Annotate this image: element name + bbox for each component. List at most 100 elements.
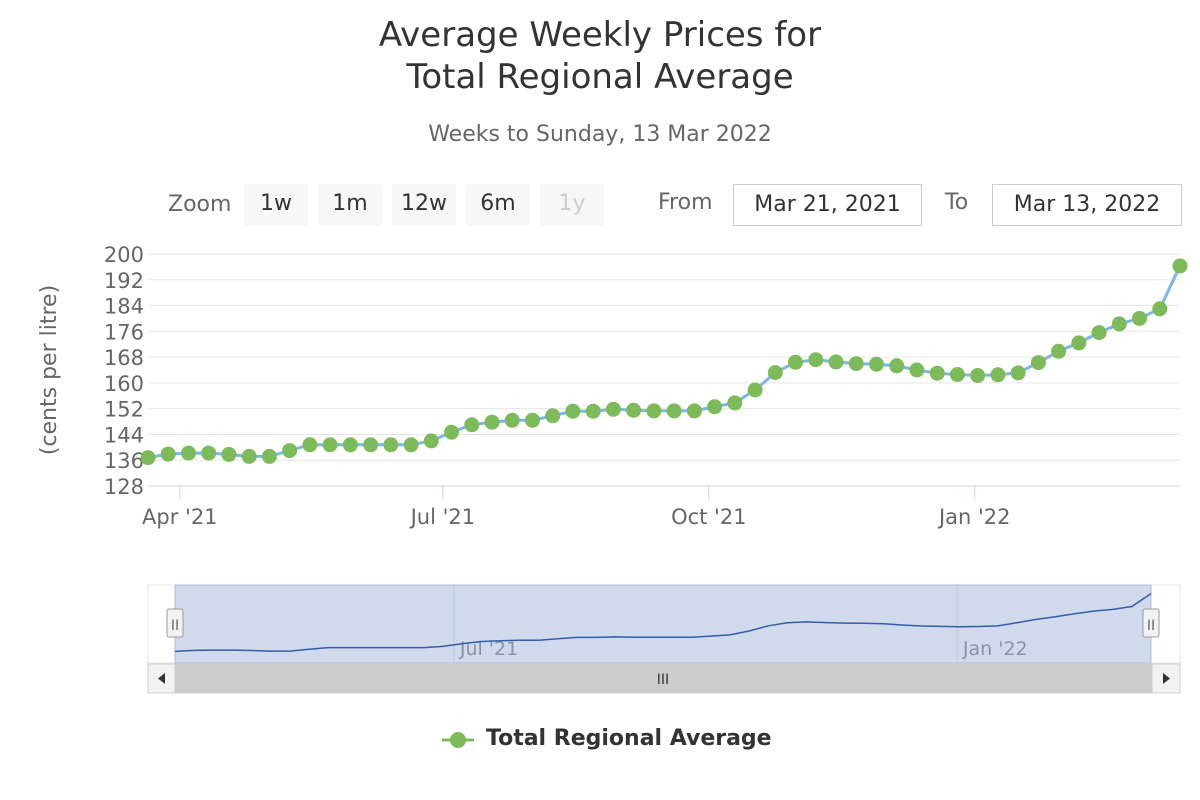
data-point[interactable] (545, 408, 561, 424)
data-point[interactable] (585, 403, 601, 419)
zoom-label: Zoom (168, 192, 232, 217)
y-tick-label: 176 (104, 320, 144, 344)
y-tick-label: 152 (104, 398, 144, 422)
data-point[interactable] (423, 433, 439, 449)
zoom-12w-button[interactable]: 12w (392, 184, 456, 226)
zoom-1m-button[interactable]: 1m (318, 184, 382, 226)
data-point[interactable] (889, 358, 905, 374)
navigator-labels: Jul '21 Jan '22 (453, 585, 1028, 663)
x-tick-label: Jul '21 (409, 505, 476, 529)
data-point[interactable] (1172, 258, 1188, 274)
data-point[interactable] (565, 403, 581, 419)
data-point[interactable] (525, 412, 540, 428)
data-point[interactable] (707, 399, 723, 415)
chart-subtitle: Weeks to Sunday, 13 Mar 2022 (428, 122, 772, 147)
data-point[interactable] (848, 356, 864, 372)
data-point[interactable] (403, 437, 419, 453)
y-tick-label: 128 (104, 475, 144, 499)
y-tick-label: 144 (104, 423, 144, 447)
data-point[interactable] (1132, 310, 1147, 326)
x-tick-label: Jan '22 (937, 505, 1011, 529)
data-point[interactable] (1071, 335, 1087, 351)
data-point[interactable] (929, 365, 945, 381)
range-to-input[interactable]: Mar 13, 2022 (992, 184, 1182, 226)
data-point[interactable] (686, 403, 702, 419)
y-tick-label: 160 (104, 372, 144, 396)
range-to-label: To (945, 190, 969, 215)
data-point[interactable] (626, 402, 642, 418)
range-from-label: From (658, 190, 713, 215)
data-point[interactable] (444, 424, 459, 440)
data-point[interactable] (363, 437, 379, 453)
y-tick-label: 184 (104, 295, 144, 319)
zoom-1w-button[interactable]: 1w (244, 184, 308, 226)
navigator-left-handle[interactable]: II (166, 608, 184, 638)
x-tick-label: Oct '21 (671, 505, 746, 529)
data-point[interactable] (747, 382, 763, 398)
data-point[interactable] (282, 443, 298, 459)
data-point[interactable] (1152, 301, 1168, 317)
y-tick-label: 136 (104, 449, 144, 473)
zoom-1y-button: 1y (540, 184, 604, 226)
y-axis-title: (cents per litre) (37, 285, 62, 455)
series-line (147, 265, 1182, 460)
data-point[interactable] (727, 395, 743, 411)
data-point[interactable] (1010, 365, 1026, 381)
data-point[interactable] (828, 354, 844, 370)
left-handle-grip: II (171, 618, 179, 634)
scrollbar-grip-icon: III (657, 672, 669, 688)
data-point[interactable] (201, 445, 217, 461)
y-tick-label: 168 (104, 346, 144, 370)
data-point[interactable] (646, 403, 662, 419)
arrow-left-icon (158, 673, 165, 684)
chart-title-line-1: Average Weekly Prices for (378, 15, 822, 55)
zoom-6m-button[interactable]: 6m (466, 184, 530, 226)
data-point[interactable] (1111, 316, 1127, 332)
x-tick-label: Apr '21 (142, 505, 218, 529)
y-tick-label: 192 (104, 269, 144, 293)
legend-symbol (442, 732, 474, 748)
data-point[interactable] (767, 365, 783, 381)
data-point[interactable] (1051, 343, 1067, 359)
scrollbar-thumb[interactable] (175, 664, 1152, 693)
data-point[interactable] (504, 412, 520, 428)
data-point[interactable] (302, 437, 318, 453)
navigator-label: Jan '22 (962, 638, 1028, 660)
navigator: Jul '21 Jan '22 II II (147, 584, 1181, 664)
data-point[interactable] (181, 445, 196, 461)
right-handle-grip: II (1147, 618, 1155, 634)
navigator-series-line (174, 592, 1152, 653)
data-point[interactable] (970, 368, 986, 383)
data-point[interactable] (241, 448, 257, 464)
data-point[interactable] (383, 437, 399, 453)
data-point[interactable] (990, 367, 1006, 383)
grid-lines (148, 253, 1180, 487)
data-point[interactable] (140, 450, 156, 466)
navigator-label: Jul '21 (459, 638, 518, 660)
data-point[interactable] (261, 448, 277, 464)
data-point[interactable] (1091, 325, 1107, 341)
range-from-input[interactable]: Mar 21, 2021 (733, 184, 922, 226)
data-point[interactable] (666, 403, 682, 419)
navigator-right-handle[interactable]: II (1142, 608, 1160, 638)
data-point[interactable] (1030, 355, 1046, 371)
data-point[interactable] (949, 367, 965, 382)
data-point[interactable] (464, 417, 480, 433)
data-point[interactable] (484, 414, 500, 430)
arrow-right-icon (1163, 673, 1170, 684)
data-point[interactable] (221, 446, 237, 462)
data-point[interactable] (160, 446, 176, 462)
y-tick-label: 200 (104, 243, 144, 267)
data-point[interactable] (342, 437, 358, 453)
data-point[interactable] (808, 352, 824, 368)
scrollbar[interactable]: III (147, 663, 1181, 694)
data-point[interactable] (605, 401, 621, 417)
data-point[interactable] (869, 356, 884, 372)
series-total-regional-average (140, 258, 1188, 466)
legend-label: Total Regional Average (486, 726, 772, 751)
x-axis: Apr '21 Jul '21 Oct '21 Jan '22 (142, 486, 1011, 529)
data-point[interactable] (322, 437, 338, 453)
data-point[interactable] (788, 354, 803, 370)
data-point[interactable] (909, 362, 925, 378)
